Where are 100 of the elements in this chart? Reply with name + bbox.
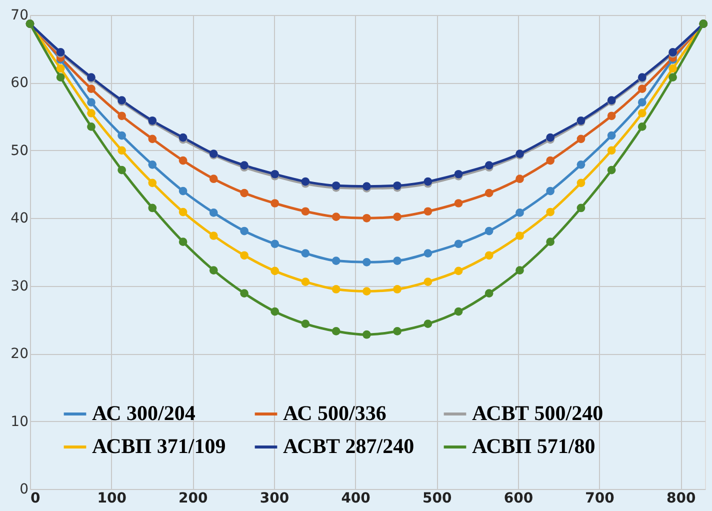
y-tick-label: 60	[10, 75, 28, 92]
x-tick-label: 300	[260, 490, 290, 506]
point	[148, 134, 157, 144]
point	[209, 208, 218, 217]
point	[516, 174, 524, 184]
point	[240, 188, 248, 198]
point	[424, 207, 432, 216]
x-tick-label: 400	[341, 490, 371, 506]
point	[546, 186, 554, 196]
legend-label: АСВП 571/80	[472, 434, 596, 458]
point	[424, 278, 432, 286]
y-tick-label: 50	[10, 142, 28, 159]
y-tick-label: 30	[10, 278, 28, 294]
point	[607, 146, 616, 155]
point	[424, 249, 432, 258]
point	[424, 320, 432, 328]
point	[638, 109, 646, 118]
point	[362, 258, 371, 266]
point	[118, 166, 126, 174]
point	[332, 181, 340, 190]
point	[393, 256, 402, 265]
point	[607, 112, 616, 120]
point	[270, 307, 280, 316]
point	[148, 178, 157, 188]
point	[516, 266, 524, 274]
point	[178, 238, 188, 246]
point	[87, 98, 96, 107]
point	[209, 174, 218, 184]
point	[362, 330, 371, 339]
point	[576, 160, 586, 169]
legend-label: АС 300/204	[92, 401, 196, 425]
point	[484, 226, 494, 236]
point	[546, 156, 554, 165]
point	[301, 207, 310, 216]
point	[638, 98, 646, 107]
point	[484, 161, 494, 170]
x-tick-label: 500	[422, 490, 452, 506]
point	[607, 166, 616, 174]
point	[362, 182, 371, 190]
point	[484, 251, 494, 260]
point	[148, 204, 157, 212]
y-tick-label: 40	[10, 210, 28, 227]
point	[270, 199, 280, 208]
legend-label: АСВП 371/109	[92, 434, 226, 458]
point	[332, 212, 340, 221]
point	[576, 134, 586, 144]
point	[484, 188, 494, 198]
legend-label: АСВТ 500/240	[472, 401, 604, 425]
x-tick-label: 0	[30, 490, 40, 506]
legend-label: АСВТ 287/240	[283, 434, 414, 458]
x-tick-label: 800	[666, 490, 696, 506]
point	[178, 156, 188, 165]
point	[607, 131, 616, 140]
point	[87, 84, 96, 93]
point	[240, 226, 248, 236]
point	[393, 181, 402, 190]
x-tick-label: 100	[97, 490, 127, 506]
point	[118, 131, 126, 140]
point	[546, 208, 554, 216]
y-tick-label: 20	[10, 346, 28, 362]
point	[56, 73, 65, 82]
point	[576, 178, 586, 188]
point	[454, 240, 463, 248]
point	[270, 266, 280, 276]
point	[148, 160, 157, 169]
point	[270, 240, 280, 248]
point	[393, 212, 402, 221]
point	[332, 256, 340, 265]
point	[516, 232, 524, 240]
point	[178, 208, 188, 216]
point	[240, 289, 248, 298]
point	[209, 232, 218, 240]
point	[301, 278, 310, 286]
point	[454, 266, 463, 276]
point	[301, 249, 310, 258]
point	[454, 307, 463, 316]
point	[393, 327, 402, 336]
point	[87, 122, 96, 131]
y-tick-label: 10	[10, 414, 28, 430]
point	[546, 238, 554, 246]
point	[87, 109, 96, 118]
point	[638, 84, 646, 93]
point	[56, 64, 65, 73]
point	[638, 122, 646, 131]
point	[393, 285, 402, 294]
point	[178, 186, 188, 196]
x-tick-label: 600	[504, 490, 534, 506]
legend-label: АС 500/336	[283, 401, 386, 425]
x-tick-label: 200	[178, 490, 208, 506]
point	[668, 73, 677, 82]
point	[240, 161, 248, 170]
point	[301, 320, 310, 328]
point	[362, 214, 371, 222]
point	[118, 112, 126, 120]
point	[332, 327, 340, 336]
point	[484, 289, 494, 298]
point	[332, 285, 340, 294]
y-tick-label: 70	[10, 8, 28, 24]
point	[118, 146, 126, 155]
point	[240, 251, 248, 260]
